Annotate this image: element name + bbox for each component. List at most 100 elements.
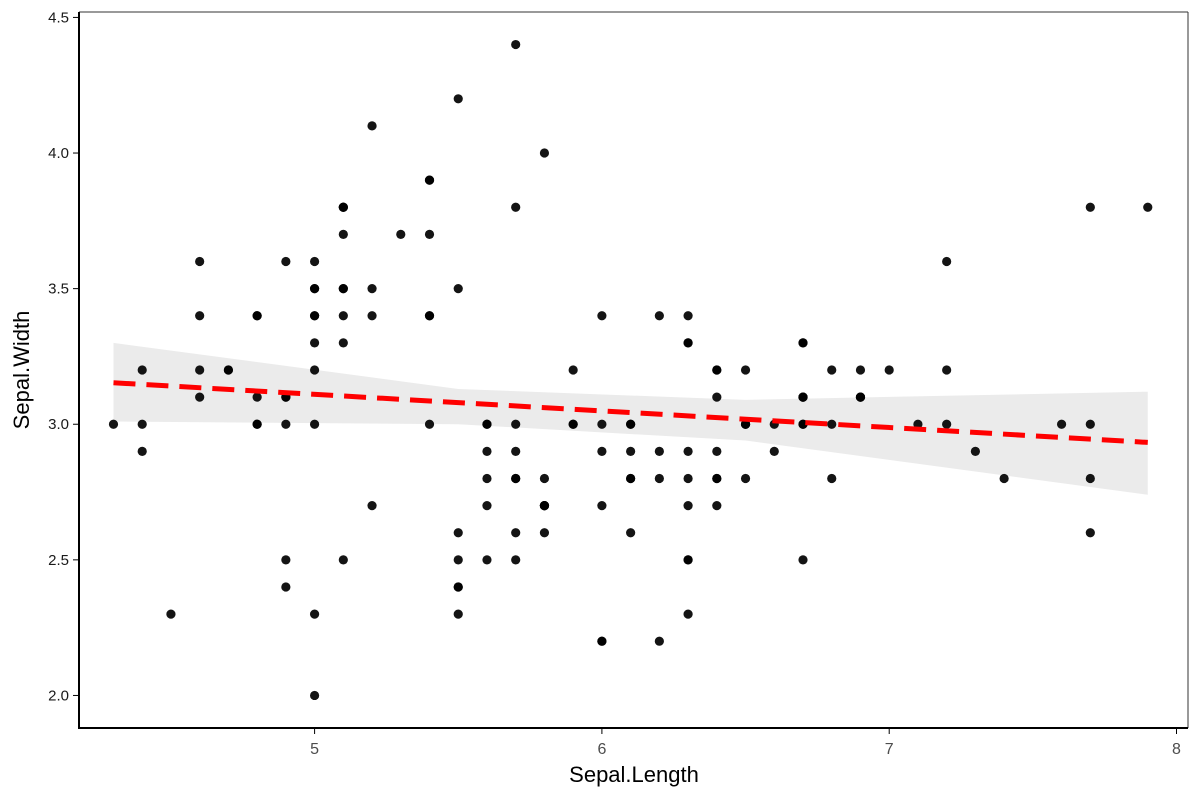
data-point <box>683 473 693 484</box>
data-point <box>712 392 722 402</box>
x-tick-label: 5 <box>310 741 319 758</box>
data-point <box>999 473 1009 484</box>
data-point <box>309 690 320 701</box>
data-point <box>424 175 435 185</box>
data-point <box>827 365 837 375</box>
data-point <box>367 501 377 511</box>
data-point <box>453 609 463 619</box>
data-point <box>970 446 980 456</box>
data-point <box>568 419 578 429</box>
data-point <box>424 419 435 429</box>
data-point <box>252 311 262 321</box>
data-point <box>1085 528 1095 538</box>
data-point <box>482 555 492 565</box>
data-point <box>626 473 636 484</box>
data-point <box>683 446 693 456</box>
data-point <box>511 419 521 429</box>
data-point <box>798 392 808 402</box>
data-point <box>712 473 722 484</box>
data-point <box>626 528 636 538</box>
data-point <box>396 229 406 239</box>
data-points-layer <box>108 39 1153 701</box>
data-point <box>712 446 722 456</box>
data-point <box>740 419 751 429</box>
data-point <box>367 121 377 131</box>
data-point <box>281 582 291 592</box>
data-point <box>108 419 119 429</box>
data-point <box>453 582 463 592</box>
data-point <box>712 501 722 511</box>
data-point <box>597 636 607 646</box>
y-tick-label: 4.5 <box>48 9 69 26</box>
confidence-band-layer <box>113 342 1148 495</box>
data-point <box>252 419 262 429</box>
data-point <box>166 609 176 619</box>
data-point <box>511 555 521 565</box>
data-point <box>597 501 607 511</box>
data-point <box>855 365 866 375</box>
data-point <box>482 501 492 511</box>
data-point <box>309 419 320 429</box>
data-point <box>654 473 664 484</box>
data-point <box>539 148 550 158</box>
data-point <box>568 365 578 375</box>
data-point <box>195 311 205 321</box>
data-point <box>683 609 693 619</box>
data-point <box>453 528 463 538</box>
data-point <box>223 365 233 375</box>
data-point <box>683 501 693 511</box>
y-tick-label: 3.5 <box>48 281 69 298</box>
data-point <box>511 446 521 456</box>
axes-layer <box>78 11 1189 729</box>
data-point <box>769 446 779 456</box>
data-point <box>1085 473 1095 484</box>
data-point <box>309 609 320 619</box>
data-point <box>798 419 808 429</box>
data-point <box>309 311 320 321</box>
data-point <box>942 365 952 375</box>
data-point <box>654 636 664 646</box>
data-point <box>195 392 205 402</box>
y-tick-label: 2.5 <box>48 552 69 569</box>
data-point <box>424 229 435 239</box>
data-point <box>252 392 262 402</box>
data-point <box>281 555 291 565</box>
data-point <box>942 256 952 267</box>
y-tick-label: 3.0 <box>48 416 69 433</box>
data-point <box>137 365 147 375</box>
data-point <box>195 365 205 375</box>
trend-line-layer <box>113 380 1148 445</box>
data-point <box>137 446 147 456</box>
data-point <box>482 419 492 429</box>
data-point <box>740 473 751 484</box>
y-axis-title: Sepal.Width <box>9 311 34 430</box>
data-point <box>1085 419 1095 429</box>
data-point <box>1056 419 1067 429</box>
data-point <box>338 311 348 321</box>
data-point <box>597 446 607 456</box>
data-point <box>712 365 722 375</box>
data-point <box>683 338 693 348</box>
data-point <box>884 365 894 375</box>
data-point <box>740 365 751 375</box>
data-point <box>137 419 147 429</box>
x-axis-title: Sepal.Length <box>569 762 699 787</box>
data-point <box>281 419 291 429</box>
data-point <box>511 528 521 538</box>
data-point <box>827 473 837 484</box>
data-point <box>453 555 463 565</box>
data-point <box>1085 202 1095 212</box>
data-point <box>309 256 320 267</box>
data-point <box>798 555 808 565</box>
data-point <box>453 94 463 104</box>
data-point <box>539 528 550 538</box>
data-point <box>683 555 693 565</box>
data-point <box>195 256 205 267</box>
data-point <box>367 284 377 294</box>
data-point <box>309 365 320 375</box>
data-point <box>597 419 607 429</box>
data-point <box>424 311 435 321</box>
data-point <box>482 446 492 456</box>
data-point <box>309 338 320 348</box>
